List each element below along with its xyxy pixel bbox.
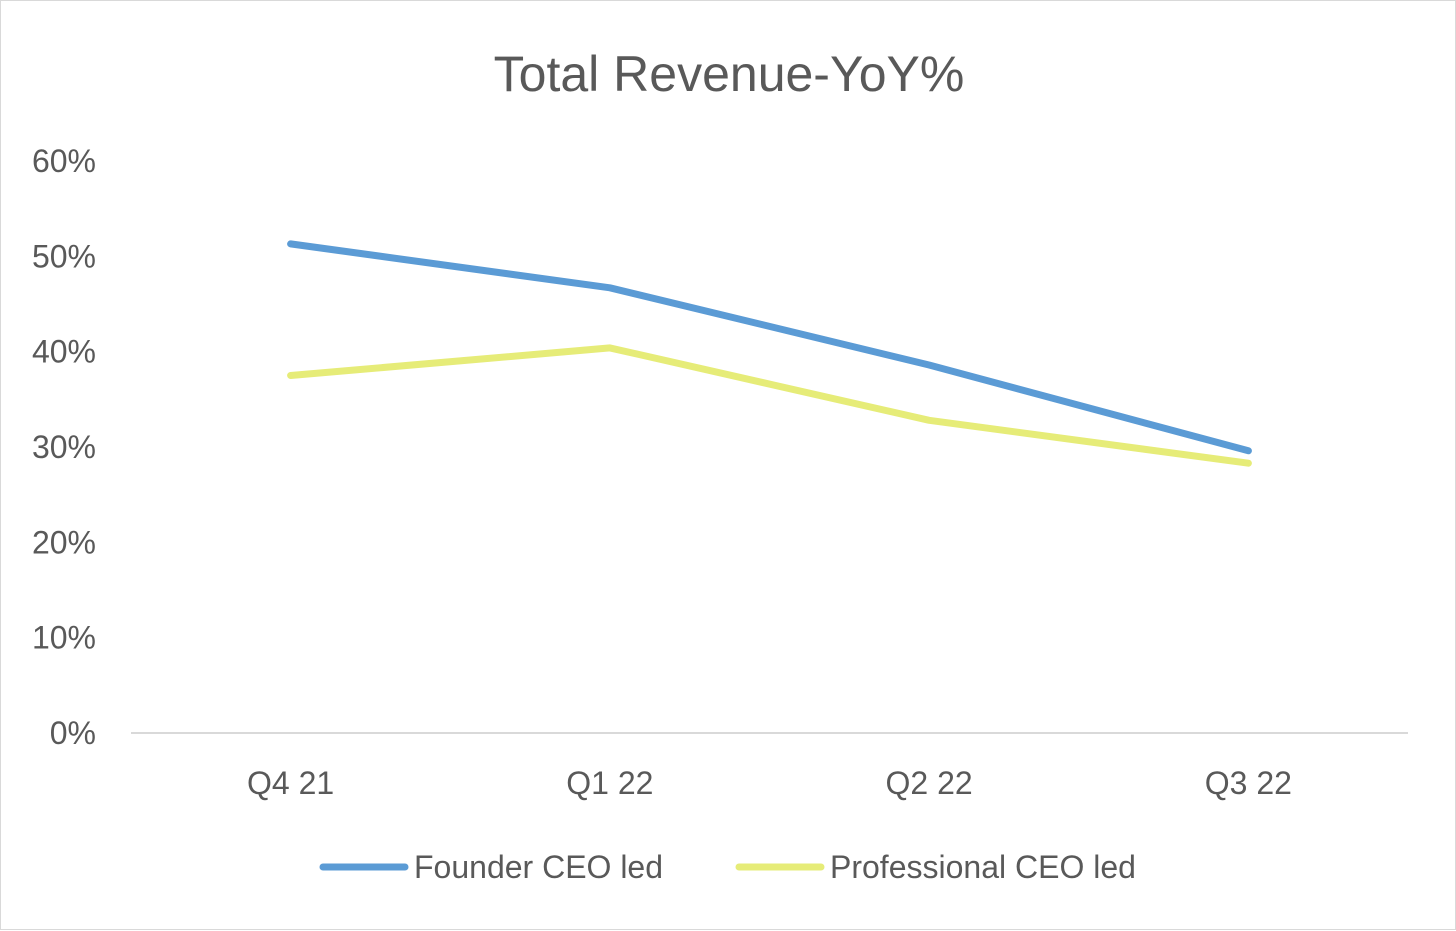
chart-title: Total Revenue-YoY% xyxy=(494,46,965,102)
series-lines xyxy=(287,240,1252,467)
y-axis-ticks: 0% 10% 20% 30% 40% 50% 60% xyxy=(32,143,96,751)
x-axis-ticks: Q4 21 Q1 22 Q2 22 Q3 22 xyxy=(247,765,1292,801)
y-tick-label: 20% xyxy=(32,524,96,560)
series-line-2 xyxy=(287,344,1252,467)
x-tick-label: Q2 22 xyxy=(886,765,973,801)
series-line-1 xyxy=(287,240,1252,455)
y-tick-label: 40% xyxy=(32,334,96,370)
x-tick-label: Q4 21 xyxy=(247,765,334,801)
y-tick-label: 0% xyxy=(50,715,96,751)
legend-label: Founder CEO led xyxy=(414,849,663,885)
legend: Founder CEO led Professional CEO led xyxy=(319,849,1136,885)
legend-label: Professional CEO led xyxy=(830,849,1136,885)
y-tick-label: 10% xyxy=(32,620,96,656)
x-tick-label: Q1 22 xyxy=(566,765,653,801)
x-tick-label: Q3 22 xyxy=(1205,765,1292,801)
y-tick-label: 30% xyxy=(32,429,96,465)
y-tick-label: 50% xyxy=(32,238,96,274)
y-tick-label: 60% xyxy=(32,143,96,179)
